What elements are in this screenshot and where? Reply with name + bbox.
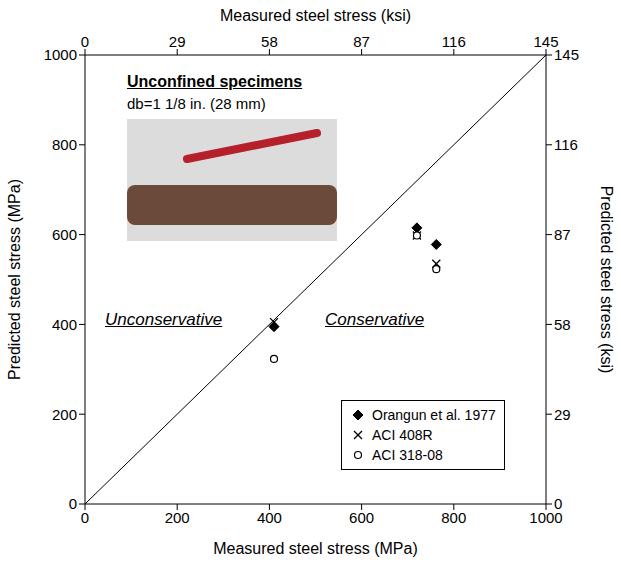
svg-text:800: 800 bbox=[441, 509, 466, 526]
svg-text:Predicted steel stress (MPa): Predicted steel stress (MPa) bbox=[6, 179, 23, 380]
svg-text:400: 400 bbox=[257, 509, 282, 526]
html-text:Orangun et al. 1977: Orangun et al. 1977 bbox=[372, 407, 496, 423]
svg-text:200: 200 bbox=[165, 509, 190, 526]
svg-text:800: 800 bbox=[52, 136, 77, 153]
svg-text:Measured steel stress (MPa): Measured steel stress (MPa) bbox=[213, 540, 418, 557]
svg-text:600: 600 bbox=[52, 226, 77, 243]
html-text:Unconfined specimens: Unconfined specimens bbox=[127, 73, 303, 90]
svg-text:600: 600 bbox=[349, 509, 374, 526]
svg-text:200: 200 bbox=[52, 406, 77, 423]
svg-text:58: 58 bbox=[554, 316, 571, 333]
svg-text:0: 0 bbox=[81, 509, 89, 526]
svg-text:0: 0 bbox=[554, 495, 562, 512]
svg-text:Measured steel stress (ksi): Measured steel stress (ksi) bbox=[220, 7, 411, 24]
html-text:Unconservative: Unconservative bbox=[105, 310, 223, 329]
svg-text:87: 87 bbox=[353, 33, 370, 50]
svg-text:116: 116 bbox=[442, 33, 466, 50]
svg-text:145: 145 bbox=[533, 33, 559, 50]
svg-text:58: 58 bbox=[261, 33, 278, 50]
svg-text:0: 0 bbox=[69, 495, 77, 512]
svg-text:Predicted steel stress (ksi): Predicted steel stress (ksi) bbox=[598, 186, 615, 374]
svg-text:116: 116 bbox=[554, 136, 578, 153]
html-text:db=1 1/8 in. (28 mm): db=1 1/8 in. (28 mm) bbox=[127, 95, 266, 112]
svg-text:0: 0 bbox=[81, 33, 89, 50]
svg-text:1000: 1000 bbox=[44, 46, 77, 63]
svg-text:29: 29 bbox=[554, 406, 571, 423]
svg-text:145: 145 bbox=[554, 46, 579, 63]
svg-text:400: 400 bbox=[52, 316, 77, 333]
svg-text:29: 29 bbox=[169, 33, 186, 50]
svg-text:1000: 1000 bbox=[529, 508, 563, 526]
html-text:ACI 408R: ACI 408R bbox=[372, 427, 433, 443]
svg-text:87: 87 bbox=[554, 226, 571, 243]
html-text:Conservative: Conservative bbox=[325, 310, 425, 329]
html-text:ACI 318-08: ACI 318-08 bbox=[372, 447, 443, 463]
